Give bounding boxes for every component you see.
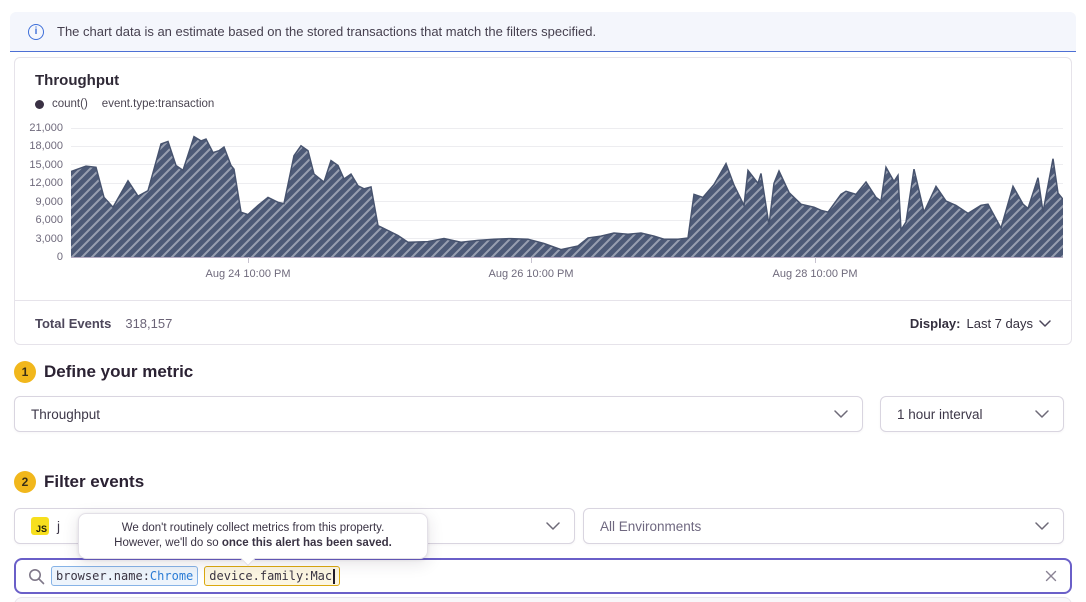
javascript-platform-icon: JS [31,517,49,535]
gridline [71,164,1063,166]
gridline [71,201,1063,203]
legend-series-label: count() [52,98,88,110]
total-events-value: 318,157 [125,315,173,331]
project-select-value: j [57,518,60,534]
chart-footer: Total Events 318,157 Display: Last 7 day… [15,300,1071,345]
info-banner: i The chart data is an estimate based on… [10,12,1076,52]
x-tick-label: Aug 28 10:00 PM [772,268,858,280]
gridline [71,219,1063,221]
chevron-down-icon [1039,319,1051,327]
y-tick-label: 18,000 [29,140,63,153]
step-1-header: 1 Define your metric [14,361,193,383]
filter-token-device-family[interactable]: device.family: Mac [204,566,340,586]
metric-select[interactable]: Throughput [14,396,863,432]
environment-select-value: All Environments [600,518,702,534]
metric-select-value: Throughput [31,406,101,422]
y-tick-label: 3,000 [35,232,63,245]
gridline [71,182,1063,184]
step-2-header: 2 Filter events [14,471,144,493]
area-fill [71,136,1063,257]
gridline [71,238,1063,240]
tooltip-line-1: We don't routinely collect metrics from … [121,522,385,534]
info-banner-text: The chart data is an estimate based on t… [57,24,597,39]
x-tick-mark [815,257,816,263]
y-tick-label: 9,000 [35,195,63,208]
clear-search-button[interactable] [1044,569,1058,583]
y-tick-label: 12,000 [29,177,63,190]
tooltip-line-2: However, we'll do so once this alert has… [114,537,392,549]
filter-token-browser-name[interactable]: browser.name: Chrome [51,566,199,586]
y-tick-label: 21,000 [29,122,63,134]
step-1-badge: 1 [14,361,36,383]
metrics-warning-tooltip: We don't routinely collect metrics from … [78,513,428,567]
info-icon: i [28,23,44,40]
x-axis-line [71,256,1063,258]
text-cursor [333,568,335,584]
search-icon [29,568,45,584]
step-2-badge: 2 [14,471,36,493]
chart-title: Throughput [35,72,120,89]
legend-series-dot-icon [35,99,44,109]
total-events-label: Total Events [35,315,112,331]
display-label: Display: [909,315,961,331]
gridline [71,145,1063,147]
gridline [71,127,1063,129]
step-1-title: Define your metric [44,362,194,381]
throughput-chart-panel: Throughput count() event.type:transactio… [14,57,1072,345]
chart-legend: count() event.type:transaction [35,98,214,110]
throughput-area-chart [71,135,1063,257]
display-value: Last 7 days [966,315,1034,331]
x-tick-label: Aug 26 10:00 PM [488,268,574,280]
event-filter-search-input[interactable]: browser.name: Chrome device.family: Mac [14,558,1072,594]
y-tick-label: 6,000 [35,214,63,227]
x-tick-label: Aug 24 10:00 PM [205,268,291,280]
environment-select[interactable]: All Environments [583,508,1064,544]
step-2-title: Filter events [44,472,145,491]
y-tick-label: 15,000 [29,158,63,171]
chevron-down-icon [546,522,560,530]
area-line [71,135,1063,251]
x-tick-mark [531,257,532,263]
search-autocomplete-dropdown-edge [14,597,1072,602]
legend-query-label: event.type:transaction [101,98,215,110]
chevron-down-icon [1035,522,1049,530]
interval-select[interactable]: 1 hour interval [880,396,1064,432]
chevron-down-icon [834,410,848,418]
display-period-dropdown[interactable]: Display: Last 7 days [910,316,1051,331]
close-icon [1045,570,1057,582]
chevron-down-icon [1035,410,1049,418]
x-tick-mark [248,257,249,263]
plot-area[interactable]: 21,000 18,000 15,000 12,000 9,000 6,000 3,000 0… [29,122,1063,280]
y-tick-label: 0 [56,251,63,263]
interval-select-value: 1 hour interval [897,406,983,422]
